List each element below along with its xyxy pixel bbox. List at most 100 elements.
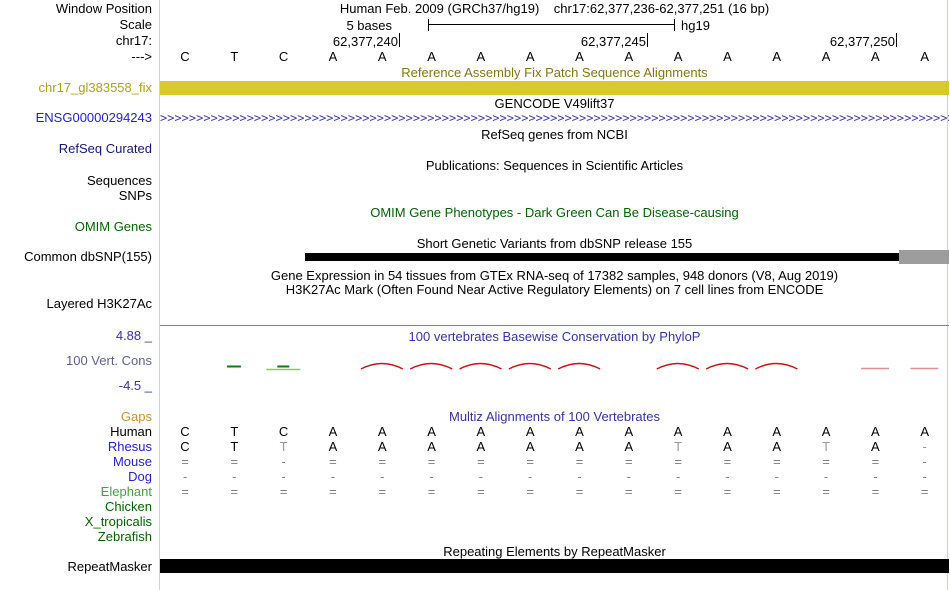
phylop-negative-arc — [508, 362, 552, 370]
phylop-track-top-line — [160, 325, 949, 326]
reference-base: A — [821, 49, 831, 64]
scale-length-label: 5 bases — [346, 18, 392, 33]
alignment-cell: - — [626, 469, 631, 484]
phylop-min-value: -4.5 _ — [118, 378, 152, 393]
alignment-cell: - — [922, 454, 927, 469]
window-position-range: chr17:62,377,236-62,377,251 (16 bp) — [553, 1, 770, 16]
track-label-phylop[interactable]: 100 Vert. Cons — [66, 353, 152, 368]
reference-base: A — [377, 49, 387, 64]
species-label-human[interactable]: Human — [110, 424, 152, 439]
track-label-h3k27ac[interactable]: Layered H3K27Ac — [46, 296, 152, 311]
alignment-cell: = — [575, 454, 584, 469]
reference-base: A — [920, 49, 930, 64]
track-label-fix-patch[interactable]: chr17_gl383558_fix — [38, 80, 152, 95]
alignment-cell: = — [427, 484, 436, 499]
alignment-cell: - — [380, 469, 385, 484]
reference-base: C — [180, 49, 190, 64]
alignment-cell: A — [772, 439, 782, 454]
alignment-cell: = — [674, 484, 682, 499]
track-title-omim: OMIM Gene Phenotypes - Dark Green Can Be… — [370, 205, 739, 220]
chromosome-label: chr17: — [115, 33, 152, 48]
fix-patch-bar[interactable] — [160, 81, 949, 95]
alignment-cell: = — [378, 484, 387, 499]
alignment-cell: = — [181, 454, 189, 469]
alignment-cell: A — [772, 424, 782, 439]
alignment-cell: = — [477, 454, 485, 469]
species-label-rhesus[interactable]: Rhesus — [107, 439, 152, 454]
phylop-negative-arc — [459, 362, 502, 370]
alignment-cell: = — [378, 454, 387, 469]
alignment-cell: C — [278, 424, 289, 439]
dbsnp-variant-gray-box[interactable] — [899, 250, 949, 264]
reference-base: A — [723, 49, 732, 64]
species-label-dog[interactable]: Dog — [128, 469, 152, 484]
alignment-cell: A — [723, 439, 732, 454]
reference-base: A — [525, 49, 535, 64]
track-title-publications: Publications: Sequences in Scientific Ar… — [425, 158, 684, 173]
species-label-zebrafish[interactable]: Zebrafish — [97, 529, 152, 544]
track-title-multiz: Multiz Alignments of 100 Vertebrates — [448, 409, 660, 424]
alignment-cell: T — [674, 439, 683, 454]
alignment-cell: = — [181, 484, 189, 499]
species-label-x-tropicalis[interactable]: X_tropicalis — [84, 514, 152, 529]
alignment-cell: - — [873, 469, 878, 484]
alignment-cell: - — [577, 469, 582, 484]
alignment-cell: - — [232, 469, 237, 484]
alignment-cell: = — [230, 454, 239, 469]
reference-base: A — [427, 49, 436, 64]
reference-base: C — [278, 49, 289, 64]
alignment-cell: = — [625, 484, 633, 499]
track-label-repeatmasker[interactable]: RepeatMasker — [67, 559, 152, 574]
alignment-cell: = — [772, 454, 781, 469]
alignment-cell: C — [180, 424, 190, 439]
alignment-cell: - — [922, 439, 927, 454]
phylop-max-value: 4.88 _ — [115, 328, 152, 343]
reference-base: A — [871, 49, 880, 64]
reference-base: A — [624, 49, 634, 64]
species-label-elephant[interactable]: Elephant — [100, 484, 152, 499]
track-label-refseq[interactable]: RefSeq Curated — [58, 141, 152, 156]
alignment-cell: = — [920, 484, 929, 499]
alignment-cell: = — [625, 454, 633, 469]
scale-bar-line — [429, 24, 674, 25]
species-label-mouse[interactable]: Mouse — [112, 454, 152, 469]
alignment-cell: = — [526, 454, 534, 469]
alignment-cell: - — [182, 469, 188, 484]
coordinate-label-1: 62,377,240 — [332, 34, 398, 49]
track-label-omim[interactable]: OMIM Genes — [74, 219, 152, 234]
alignment-cell: A — [476, 439, 486, 454]
genome-build-label: hg19 — [681, 18, 710, 33]
track-label-publications-1[interactable]: Sequences — [86, 173, 152, 188]
alignment-cell: = — [871, 484, 880, 499]
track-title-gtex: Gene Expression in 54 tissues from GTEx … — [270, 268, 839, 283]
alignment-cell: A — [723, 424, 732, 439]
window-position-label: Window Position — [55, 1, 152, 16]
track-label-gencode-gene[interactable]: ENSG00000294243 — [35, 110, 152, 125]
track-label-publications-2[interactable]: SNPs — [118, 188, 152, 203]
reference-base: A — [328, 49, 338, 64]
alignment-cell: - — [675, 469, 681, 484]
alignment-cell: A — [871, 424, 880, 439]
alignment-cell: - — [823, 469, 829, 484]
multiz-gaps-label[interactable]: Gaps — [120, 409, 152, 424]
track-title-h3k27ac: H3K27Ac Mark (Often Found Near Active Re… — [285, 282, 824, 297]
spacer — [543, 1, 550, 16]
dbsnp-variant-bar[interactable] — [305, 253, 899, 261]
alignment-cell: A — [575, 439, 584, 454]
phylop-negative-arc — [409, 362, 453, 370]
track-label-dbsnp[interactable]: Common dbSNP(155) — [24, 249, 152, 264]
species-label-chicken[interactable]: Chicken — [105, 499, 152, 514]
alignment-cell: = — [772, 484, 781, 499]
alignment-cell: A — [427, 424, 436, 439]
scale-row-label: Scale — [119, 17, 152, 32]
alignment-cell: C — [180, 439, 190, 454]
alignment-cell: A — [476, 424, 486, 439]
alignment-cell: = — [723, 454, 732, 469]
repeatmasker-bar[interactable] — [160, 559, 949, 573]
alignment-cell: = — [871, 454, 880, 469]
reference-base: A — [476, 49, 486, 64]
track-title-fix-patch: Reference Assembly Fix Patch Sequence Al… — [401, 65, 708, 80]
transcript-strand-arrows[interactable]: >>>>>>>>>>>>>>>>>>>>>>>>>>>>>>>>>>>>>>>>… — [160, 112, 949, 125]
alignment-cell: - — [478, 469, 484, 484]
